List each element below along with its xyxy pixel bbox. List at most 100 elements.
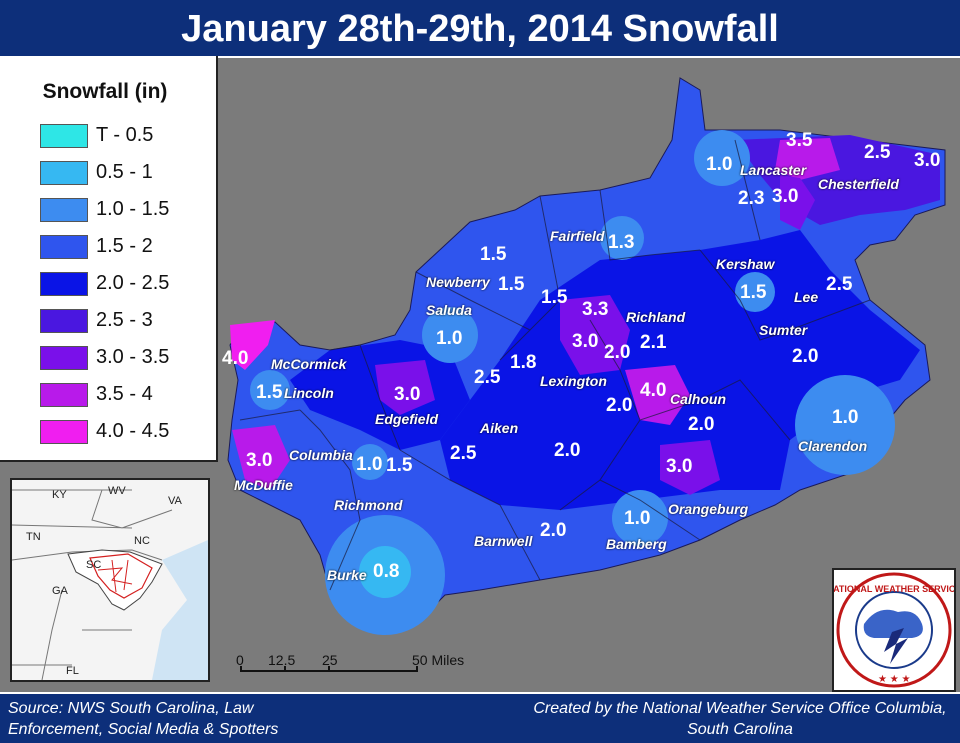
snowfall-value: 1.5 <box>498 274 525 295</box>
legend-label: 3.0 - 3.5 <box>96 346 170 368</box>
inset-label: SC <box>86 559 101 571</box>
inset-label: TN <box>26 531 41 543</box>
scale-bar: 0 12.5 25 50 Miles <box>236 652 496 682</box>
legend: Snowfall (in) T - 0.5 0.5 - 1 1.0 - 1.5 … <box>0 56 218 462</box>
county-label: Edgefield <box>375 411 439 427</box>
county-label: Calhoun <box>670 391 726 407</box>
scale-tick-label: 25 <box>322 652 338 668</box>
map-title: January 28th-29th, 2014 Snowfall <box>181 8 779 50</box>
snowfall-value: 2.5 <box>474 367 501 388</box>
snowfall-value: 1.0 <box>356 454 383 475</box>
snowfall-value: 3.0 <box>572 331 599 352</box>
snowfall-value: 3.5 <box>786 130 813 151</box>
snowfall-value: 3.3 <box>582 299 609 320</box>
snowfall-value: 1.5 <box>256 382 283 403</box>
legend-swatch <box>40 124 88 148</box>
inset-label: WV <box>108 485 126 497</box>
county-label: Orangeburg <box>668 501 749 517</box>
inset-label: GA <box>52 585 69 597</box>
legend-label: 2.0 - 2.5 <box>96 272 170 294</box>
county-label: Barnwell <box>474 533 533 549</box>
title-bar: January 28th-29th, 2014 Snowfall <box>0 0 960 58</box>
legend-swatch <box>40 235 88 259</box>
inset-label: KY <box>52 489 67 501</box>
snowfall-value: 1.5 <box>541 287 568 308</box>
snowfall-value: 2.0 <box>540 520 567 541</box>
nws-logo: NATIONAL WEATHER SERVICE ★ ★ ★ <box>827 568 960 692</box>
legend-label: 2.5 - 3 <box>96 309 153 331</box>
legend-label: 1.5 - 2 <box>96 235 153 257</box>
snowfall-map: Lancaster Chesterfield Fairfield Kershaw… <box>218 58 960 692</box>
county-label: Clarendon <box>798 438 868 454</box>
snowfall-value: 1.0 <box>436 328 463 349</box>
county-label: Chesterfield <box>818 176 899 192</box>
snowfall-value: 1.5 <box>480 244 507 265</box>
county-label: Kershaw <box>716 256 775 272</box>
legend-swatch <box>40 272 88 296</box>
snowfall-value: 1.8 <box>510 352 537 373</box>
footer: Source: NWS South Carolina, Law Enforcem… <box>0 692 960 743</box>
snowfall-value: 1.0 <box>832 407 859 428</box>
legend-swatch <box>40 346 88 370</box>
nws-logo-svg: NATIONAL WEATHER SERVICE ★ ★ ★ <box>827 572 960 688</box>
snowfall-value: 2.0 <box>606 395 633 416</box>
logo-text: NATIONAL WEATHER SERVICE <box>834 584 954 594</box>
snowfall-value: 4.0 <box>640 380 667 401</box>
legend-swatch <box>40 383 88 407</box>
star-icon: ★ ★ ★ <box>878 674 910 685</box>
map-svg <box>227 77 946 635</box>
snowfall-value: 2.5 <box>450 443 477 464</box>
scale-tick-label: 50 Miles <box>412 652 465 668</box>
inset-label: FL <box>66 665 79 677</box>
snowfall-value: 2.0 <box>792 346 819 367</box>
snowfall-value: 3.0 <box>772 186 799 207</box>
county-label: Richmond <box>334 497 403 513</box>
legend-label: 1.0 - 1.5 <box>96 198 170 220</box>
county-label: Burke <box>327 567 367 583</box>
inset-svg: KY WV VA TN NC SC GA FL <box>11 480 208 681</box>
snowfall-value: 2.0 <box>604 342 631 363</box>
snowfall-value: 2.3 <box>738 188 765 209</box>
snowfall-value: 3.0 <box>394 384 421 405</box>
snowfall-value: 1.5 <box>386 455 413 476</box>
snowfall-value: 3.0 <box>914 150 941 171</box>
footer-credit: Created by the National Weather Service … <box>533 700 947 738</box>
legend-swatch <box>40 198 88 222</box>
snowfall-value: 2.0 <box>688 414 715 435</box>
snowfall-value: 3.0 <box>666 456 693 477</box>
locator-inset-map: KY WV VA TN NC SC GA FL <box>10 478 210 682</box>
county-label: Lexington <box>540 373 607 389</box>
county-label: Aiken <box>480 420 519 436</box>
legend-label: 3.5 - 4 <box>96 383 153 405</box>
snowfall-value: 4.0 <box>222 348 249 369</box>
legend-title: Snowfall (in) <box>42 80 168 103</box>
snowfall-value: 2.5 <box>864 142 891 163</box>
county-label: Lincoln <box>284 385 334 401</box>
inset-label: NC <box>134 535 150 547</box>
county-label: McDuffie <box>234 477 293 493</box>
scale-tick-label: 12.5 <box>268 652 296 668</box>
county-label: Newberry <box>426 274 490 290</box>
snowfall-value: 1.0 <box>706 154 733 175</box>
footer-source: Source: NWS South Carolina, Law Enforcem… <box>8 700 279 738</box>
snowfall-value: 2.0 <box>554 440 581 461</box>
county-label: Lee <box>794 289 819 305</box>
legend-label: T - 0.5 <box>96 124 154 146</box>
county-label: Bamberg <box>606 536 667 552</box>
snowfall-value: 1.0 <box>624 508 651 529</box>
county-label: Fairfield <box>550 228 605 244</box>
legend-label: 4.0 - 4.5 <box>96 420 170 442</box>
legend-label: 0.5 - 1 <box>96 161 153 183</box>
county-label: McCormick <box>271 356 347 372</box>
scale-tick-label: 0 <box>236 652 244 668</box>
snowfall-value: 3.0 <box>246 450 273 471</box>
snowfall-value: 1.3 <box>608 232 635 253</box>
snowfall-value: 0.8 <box>373 561 400 582</box>
county-label: Richland <box>626 309 686 325</box>
county-label: Lancaster <box>740 162 807 178</box>
county-label: Columbia <box>289 447 353 463</box>
legend-swatch <box>40 420 88 444</box>
snowfall-value: 1.5 <box>740 282 767 303</box>
county-label: Saluda <box>426 302 472 318</box>
county-label: Sumter <box>759 322 808 338</box>
